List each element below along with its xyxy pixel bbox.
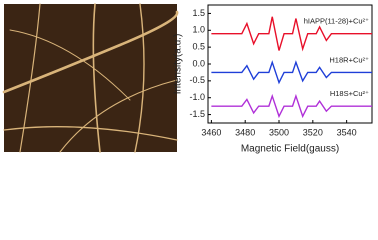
fiber: [59, 79, 178, 153]
y-tick-label: -1.0: [189, 92, 205, 102]
spectrum-line: [211, 60, 372, 85]
y-tick-label: 1.0: [192, 25, 205, 35]
fiber: [92, 3, 101, 153]
fiber: [3, 126, 178, 141]
figure: Magnetic Field(gauss) Intensity(a.u.) -1…: [2, 3, 373, 155]
series-label: H18S+Cu²⁺: [330, 89, 369, 98]
y-tick-label: 0.5: [192, 42, 205, 52]
afm-image: [2, 3, 179, 153]
x-axis-label: Magnetic Field(gauss): [241, 144, 339, 155]
series-label: hIAPP(11-28)+Cu²⁺: [304, 17, 369, 26]
spectrum-line: [211, 16, 372, 52]
fiber: [2, 10, 179, 94]
y-tick-label: 0.0: [192, 58, 205, 68]
fiber: [9, 29, 131, 101]
fibers: [2, 3, 179, 153]
x-tick-label: 3480: [235, 127, 255, 137]
series-label: H18R+Cu²⁺: [329, 55, 369, 64]
image-background: [4, 4, 177, 152]
y-tick-label: -0.5: [189, 75, 205, 85]
x-tick-label: 3540: [337, 127, 357, 137]
fiber: [134, 3, 145, 153]
y-tick-label: -1.5: [189, 109, 205, 119]
x-tick-label: 3460: [201, 127, 221, 137]
y-axis-label: Intensity(a.u.): [173, 34, 184, 95]
x-tick-label: 3520: [303, 127, 323, 137]
fiber: [19, 3, 41, 153]
x-tick-label: 3500: [269, 127, 289, 137]
y-tick-label: 1.5: [192, 8, 205, 18]
spectrum-line: [211, 93, 372, 119]
